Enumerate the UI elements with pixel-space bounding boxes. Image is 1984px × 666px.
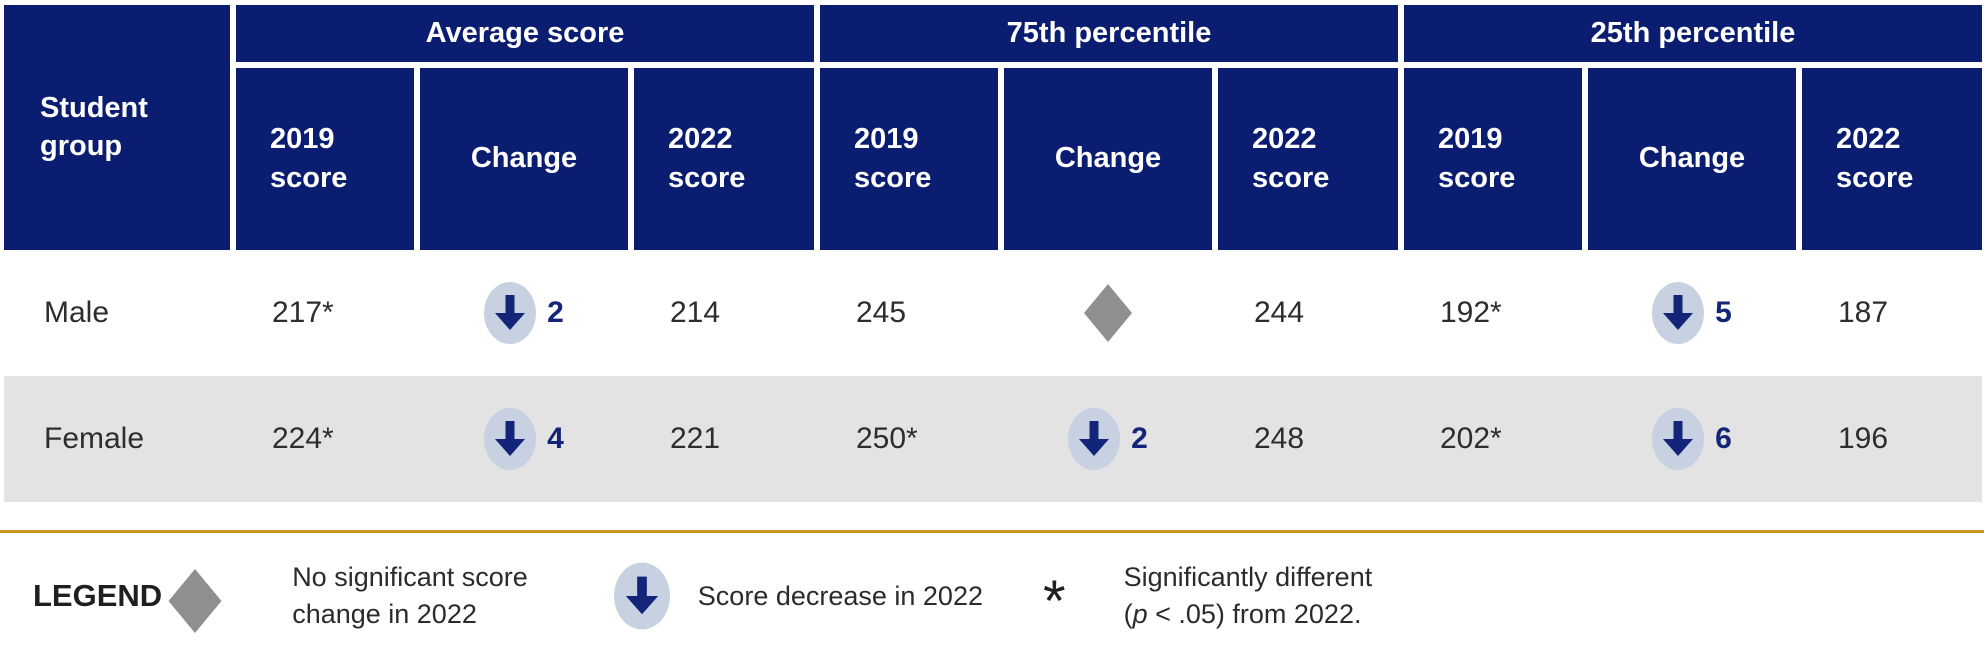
score-decrease-arrow-icon [484, 408, 537, 470]
legend-line: Significantly different [1123, 562, 1373, 592]
legend-line: change in 2022 [292, 599, 477, 629]
no-change-diamond-icon [168, 569, 222, 633]
group-header-25th-percentile: 25th percentile [1404, 5, 1982, 62]
table-row-female: Female 224* 4 221 250* 2 248 [4, 376, 1982, 502]
score-decrease-arrow-icon [484, 282, 537, 344]
male-p75-change-cell [1004, 284, 1212, 342]
legend-title: LEGEND [33, 578, 163, 613]
subheader-p75-change: Change [1004, 68, 1212, 250]
legend: LEGEND No significant score change in 20… [0, 559, 1984, 633]
change-value: 2 [1131, 422, 1148, 455]
female-p75-change-cell: 2 [1004, 408, 1212, 470]
table-header: Student group Average score 75th percent… [4, 5, 1982, 250]
male-avg-2019-score: 217* [272, 296, 334, 329]
row-label: Male [44, 296, 110, 329]
subheader-avg-2019-score: 2019 score [236, 68, 414, 250]
group-header-average-score: Average score [236, 5, 814, 62]
male-p25-2019-score: 192* [1440, 296, 1502, 329]
legend-divider [0, 530, 1984, 533]
subheader-p25-2022-score: 2022 score [1802, 68, 1982, 250]
legend-item-significance: Significantly different (p < .05) from 2… [1124, 559, 1373, 633]
subheader-p25-2019-score: 2019 score [1404, 68, 1582, 250]
legend-item-score-decrease: Score decrease in 2022 [697, 580, 983, 611]
subheader-p75-2019-score: 2019 score [820, 68, 998, 250]
subheader-avg-2022-score: 2022 score [634, 68, 814, 250]
subheader-avg-change: Change [420, 68, 628, 250]
score-decrease-arrow-icon [613, 562, 670, 630]
male-avg-2022-score: 214 [670, 296, 721, 329]
table-row-male: Male 217* 2 214 245 244 192* [4, 250, 1982, 376]
subheader-p25-change: Change [1588, 68, 1796, 250]
female-p25-change-cell: 6 [1588, 408, 1796, 470]
row-label: Female [44, 422, 145, 455]
female-avg-2022-score: 221 [670, 422, 721, 455]
subheader-p75-2022-score: 2022 score [1218, 68, 1398, 250]
change-value: 6 [1715, 422, 1732, 455]
header-student-group: Student group [4, 5, 230, 250]
score-decrease-arrow-icon [1652, 408, 1705, 470]
female-p25-2022-score: 196 [1838, 422, 1889, 455]
male-p75-2019-score: 245 [856, 296, 907, 329]
group-header-75th-percentile: 75th percentile [820, 5, 1398, 62]
male-p75-2022-score: 244 [1254, 296, 1305, 329]
no-change-diamond-icon [1084, 284, 1132, 342]
female-avg-change-cell: 4 [420, 408, 628, 470]
score-table: Student group Average score 75th percent… [4, 5, 1982, 502]
legend-item-no-change: No significant score change in 2022 [292, 559, 528, 633]
score-decrease-arrow-icon [1652, 282, 1705, 344]
female-avg-2019-score: 224* [272, 422, 334, 455]
change-value: 2 [547, 296, 564, 329]
legend-line: (p < .05) from 2022. [1123, 599, 1362, 629]
change-value: 5 [1715, 296, 1732, 329]
male-p25-change-cell: 5 [1588, 282, 1796, 344]
female-p75-2022-score: 248 [1254, 422, 1305, 455]
score-decrease-arrow-icon [1068, 408, 1121, 470]
female-p75-2019-score: 250* [856, 422, 918, 455]
change-value: 4 [547, 422, 564, 455]
legend-line: No significant score [292, 562, 528, 592]
asterisk-icon: * [1042, 569, 1066, 634]
female-p25-2019-score: 202* [1440, 422, 1502, 455]
male-avg-change-cell: 2 [420, 282, 628, 344]
male-p25-2022-score: 187 [1838, 296, 1889, 329]
